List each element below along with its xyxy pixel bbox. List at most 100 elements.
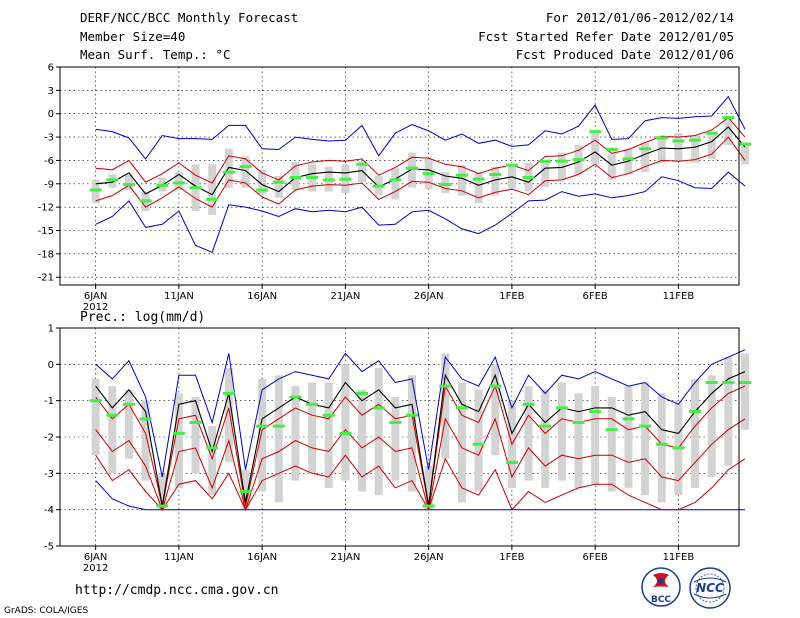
member-range-box	[707, 133, 716, 159]
member-range-box	[308, 382, 317, 474]
member-range-box	[158, 473, 167, 510]
median-marker	[455, 406, 468, 410]
x-tick-label: 6FEB	[583, 291, 608, 302]
median-marker	[172, 181, 185, 185]
y-tick-label: -3	[44, 469, 54, 480]
median-marker	[256, 424, 269, 428]
member-range-box	[391, 397, 400, 481]
median-marker	[522, 402, 535, 406]
x-tick-label: 6FEB	[583, 552, 608, 563]
member-range-box	[457, 165, 466, 196]
member-range-box	[741, 353, 749, 430]
x-tick-label: 16JAN	[247, 291, 277, 302]
median-marker	[439, 183, 452, 187]
ncc-logo-icon: NCC	[689, 567, 731, 609]
median-marker	[106, 413, 119, 417]
x-tick-label: 21JAN	[330, 291, 360, 302]
member-range-box	[124, 174, 133, 191]
member-range-box	[241, 156, 250, 188]
median-marker	[689, 410, 702, 414]
x-tick-label: 21JAN	[330, 552, 360, 563]
median-marker	[539, 424, 552, 428]
x-tick-label: 1FEB	[499, 291, 524, 302]
median-marker	[372, 406, 385, 410]
member-range-box	[258, 378, 267, 492]
median-marker	[172, 431, 185, 435]
header-start-date: Fcst Started Refer Date 2012/01/05	[478, 29, 734, 44]
member-range-box	[291, 386, 300, 481]
median-marker	[622, 417, 635, 421]
median-marker	[605, 148, 618, 152]
median-marker	[655, 442, 668, 446]
x-tick-label: 16JAN	[247, 552, 277, 563]
member-range-box	[91, 378, 100, 456]
median-marker	[122, 402, 135, 406]
upper-red-line	[95, 116, 746, 184]
bcc-logo-icon: BCC	[641, 567, 681, 607]
median-marker	[356, 162, 369, 166]
member-range-box	[524, 386, 533, 481]
median-marker	[472, 442, 485, 446]
median-marker	[422, 504, 435, 508]
median-marker	[422, 172, 435, 176]
median-marker	[589, 130, 602, 134]
member-range-box	[591, 132, 600, 165]
median-marker	[272, 424, 285, 428]
member-range-box	[741, 143, 749, 165]
y-tick-label: 3	[48, 86, 54, 97]
member-range-box	[408, 152, 416, 188]
median-marker	[239, 165, 252, 169]
median-marker	[722, 116, 735, 120]
mean-line	[95, 126, 746, 196]
median-marker	[605, 428, 618, 432]
median-marker	[356, 391, 369, 395]
median-marker	[705, 381, 718, 384]
member-range-box	[224, 367, 233, 463]
median-marker	[289, 395, 302, 399]
y-tick-label: -5	[44, 542, 54, 553]
x-tick-label: 11FEB	[663, 291, 695, 302]
median-marker	[439, 384, 452, 388]
y-tick-label: -18	[38, 249, 54, 260]
x-tick-label: 11JAN	[164, 552, 194, 563]
median-marker	[489, 172, 502, 176]
x-tick-label: 1FEB	[499, 552, 524, 563]
y-tick-label: -15	[38, 226, 54, 237]
median-marker	[739, 381, 751, 384]
y-tick-label: -1	[44, 396, 54, 407]
median-marker	[189, 420, 202, 424]
median-marker	[555, 159, 568, 163]
member-range-box	[174, 393, 183, 488]
median-marker	[289, 176, 302, 180]
header-title: DERF/NCC/BCC Monthly Forecast	[80, 10, 299, 25]
member-range-box	[424, 466, 433, 510]
temperature-chart: 6 3 0 -3 -6 -9 -12 -15 -18 -21 6JAN 11JAN 16JAN 21JAN…	[38, 63, 751, 313]
member-range-box	[491, 364, 500, 456]
median-marker	[189, 186, 202, 190]
y-tick-label: 6	[48, 63, 54, 74]
median-marker	[539, 159, 552, 163]
upper-red-line	[95, 384, 746, 507]
y-tick-label: -4	[44, 505, 54, 516]
median-marker	[572, 158, 585, 162]
lowest-red-line	[95, 454, 746, 511]
member-range-box	[108, 386, 117, 474]
member-range-box	[91, 179, 100, 204]
member-range-box	[707, 375, 716, 477]
header-member-size: Member Size=40	[80, 29, 186, 44]
member-range-box	[624, 386, 633, 488]
member-range-box	[291, 161, 300, 191]
x-tick-label: 11FEB	[663, 552, 695, 563]
header-variable: Mean Surf. Temp.: °C	[80, 47, 231, 62]
median-marker	[689, 138, 702, 142]
member-range-box	[557, 382, 566, 481]
median-marker	[222, 170, 235, 174]
median-marker	[522, 176, 535, 180]
median-marker	[156, 183, 169, 187]
member-range-box	[174, 172, 183, 191]
member-range-box	[441, 353, 450, 459]
lower-blue-line	[95, 480, 745, 511]
median-marker	[322, 178, 335, 182]
median-marker	[672, 139, 685, 143]
y-tick-label: 1	[48, 324, 54, 335]
